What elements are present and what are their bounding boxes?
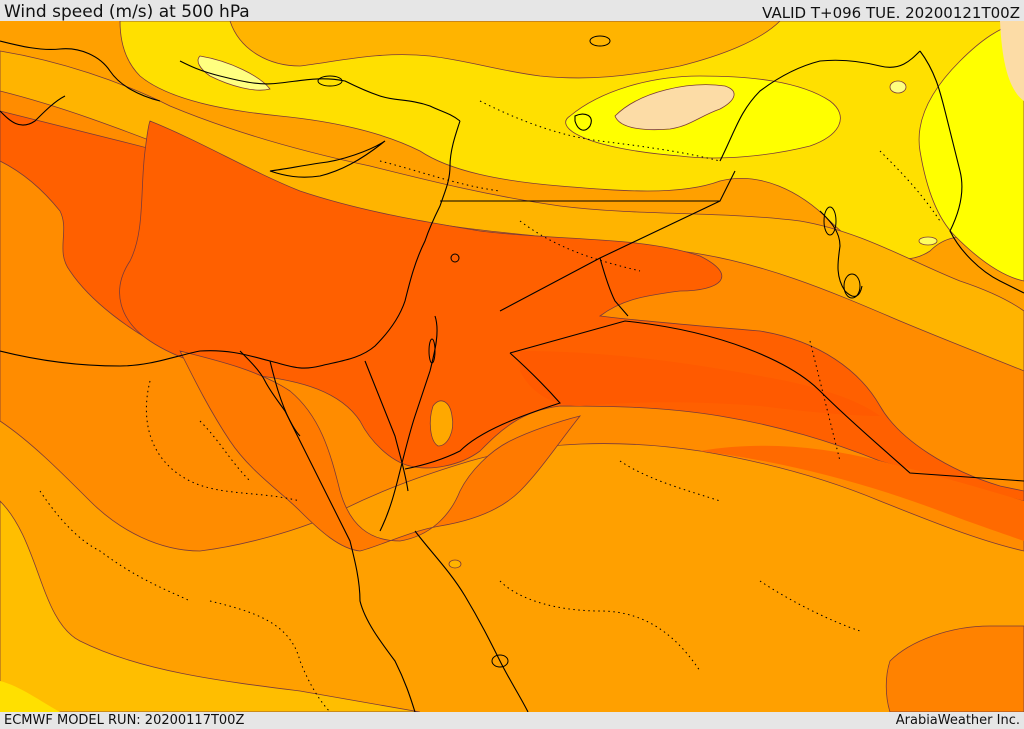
band-amber-blob-2	[889, 80, 907, 94]
band-jet-core-east	[520, 351, 880, 416]
band-orange-dark-east	[700, 445, 1024, 541]
band-amber-jordan	[429, 400, 454, 447]
map-canvas	[0, 21, 1024, 712]
header-bar: Wind speed (m/s) at 500 hPa VALID T+096 …	[0, 0, 1024, 22]
water-bodies	[317, 35, 861, 668]
band-lightest-center	[614, 84, 735, 131]
band-orange-dark-southeast	[885, 625, 1024, 712]
band-yellow-north	[119, 21, 1024, 260]
credit-label: ArabiaWeather Inc.	[895, 713, 1020, 728]
band-orange-dark-sinai	[179, 350, 582, 552]
valid-time: VALID T+096 TUE. 20200121T00Z	[762, 4, 1020, 22]
map-title: Wind speed (m/s) at 500 hPa	[4, 2, 250, 22]
band-amber-blob-1	[918, 236, 938, 246]
band-amber-southwest	[0, 500, 421, 712]
wind-speed-map[interactable]	[0, 21, 1024, 712]
footer-bar: ECMWF MODEL RUN: 20200117T00Z ArabiaWeat…	[0, 712, 1024, 729]
band-amber-north-inner	[229, 21, 781, 79]
band-lightest-ne	[1000, 21, 1024, 101]
band-yellow-bright-center	[565, 75, 841, 159]
coastlines	[0, 40, 1024, 712]
model-run-label: ECMWF MODEL RUN: 20200117T00Z	[4, 713, 245, 728]
band-yellow-southwest	[0, 681, 60, 712]
band-amber-blob-3	[448, 559, 462, 569]
band-yellow-light-nw	[197, 55, 271, 91]
band-yellow-bright-east	[918, 21, 1024, 282]
country-borders	[39, 100, 941, 712]
